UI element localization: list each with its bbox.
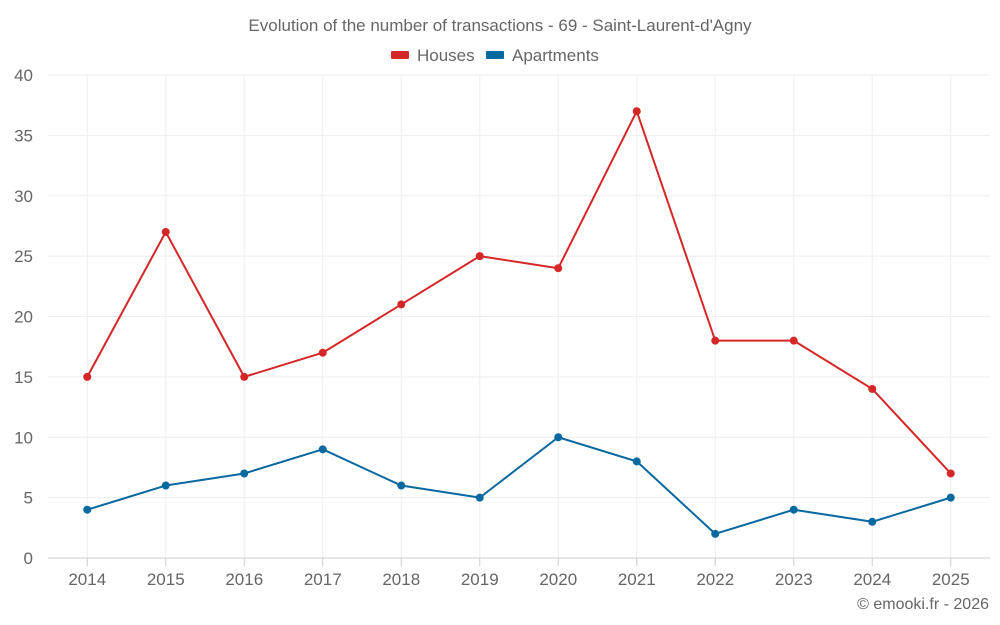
y-tick-label-10: 10 [14,428,33,447]
y-tick-label-35: 35 [14,126,33,145]
x-tick-label-2015: 2015 [147,570,185,589]
data-point-houses-2022 [711,336,720,345]
legend-item-apartments[interactable]: Apartments [486,46,599,65]
data-point-apartments-2020 [554,433,563,442]
y-tick-label-15: 15 [14,368,33,387]
data-point-houses-2024 [868,384,877,393]
data-point-houses-2023 [789,336,798,345]
x-tick-label-2017: 2017 [304,570,342,589]
series-line-apartments [86,436,952,535]
series-houses [83,107,955,478]
data-point-houses-2016 [240,372,249,381]
data-point-houses-2014 [83,372,92,381]
legend-label-houses: Houses [417,46,475,65]
data-point-apartments-2021 [632,457,641,466]
data-point-houses-2020 [554,264,563,273]
y-tick-label-20: 20 [14,308,33,327]
chart-title: Evolution of the number of transactions … [248,16,752,35]
series-line-houses [86,110,952,475]
x-tick-label-2016: 2016 [225,570,263,589]
y-tick-label-40: 40 [14,66,33,85]
data-point-apartments-2015 [161,481,170,490]
legend-label-apartments: Apartments [512,46,599,65]
x-tick-label-2024: 2024 [853,570,891,589]
grid [48,74,990,558]
data-point-houses-2019 [475,252,484,261]
x-tick-label-2025: 2025 [932,570,970,589]
data-point-apartments-2017 [318,445,327,454]
data-point-apartments-2016 [240,469,249,478]
data-point-houses-2015 [161,227,170,236]
data-point-apartments-2023 [789,505,798,514]
data-point-apartments-2025 [946,493,955,502]
y-tick-label-5: 5 [24,489,33,508]
chart-credit: © emooki.fr - 2026 [857,596,989,613]
data-point-houses-2018 [397,300,406,309]
data-point-apartments-2019 [475,493,484,502]
x-tick-label-2020: 2020 [539,570,577,589]
y-tick-label-25: 25 [14,247,33,266]
x-tick-label-2022: 2022 [696,570,734,589]
data-point-houses-2021 [632,107,641,116]
data-point-apartments-2022 [711,529,720,538]
data-point-apartments-2024 [868,517,877,526]
x-tick-label-2023: 2023 [775,570,813,589]
data-point-apartments-2014 [83,505,92,514]
legend: Houses Apartments [391,46,599,65]
data-point-houses-2017 [318,348,327,357]
x-tick-label-2018: 2018 [382,570,420,589]
x-tick-label-2019: 2019 [461,570,499,589]
x-tick-label-2021: 2021 [618,570,656,589]
legend-swatch-houses [391,51,409,59]
data-point-apartments-2018 [397,481,406,490]
x-tick-label-2014: 2014 [68,570,106,589]
legend-item-houses[interactable]: Houses [391,46,475,65]
data-point-houses-2025 [946,469,955,478]
series-apartments [83,433,955,538]
data-series [83,107,955,538]
y-tick-label-0: 0 [24,549,33,568]
legend-swatch-apartments [486,51,504,59]
y-tick-label-30: 30 [14,187,33,206]
